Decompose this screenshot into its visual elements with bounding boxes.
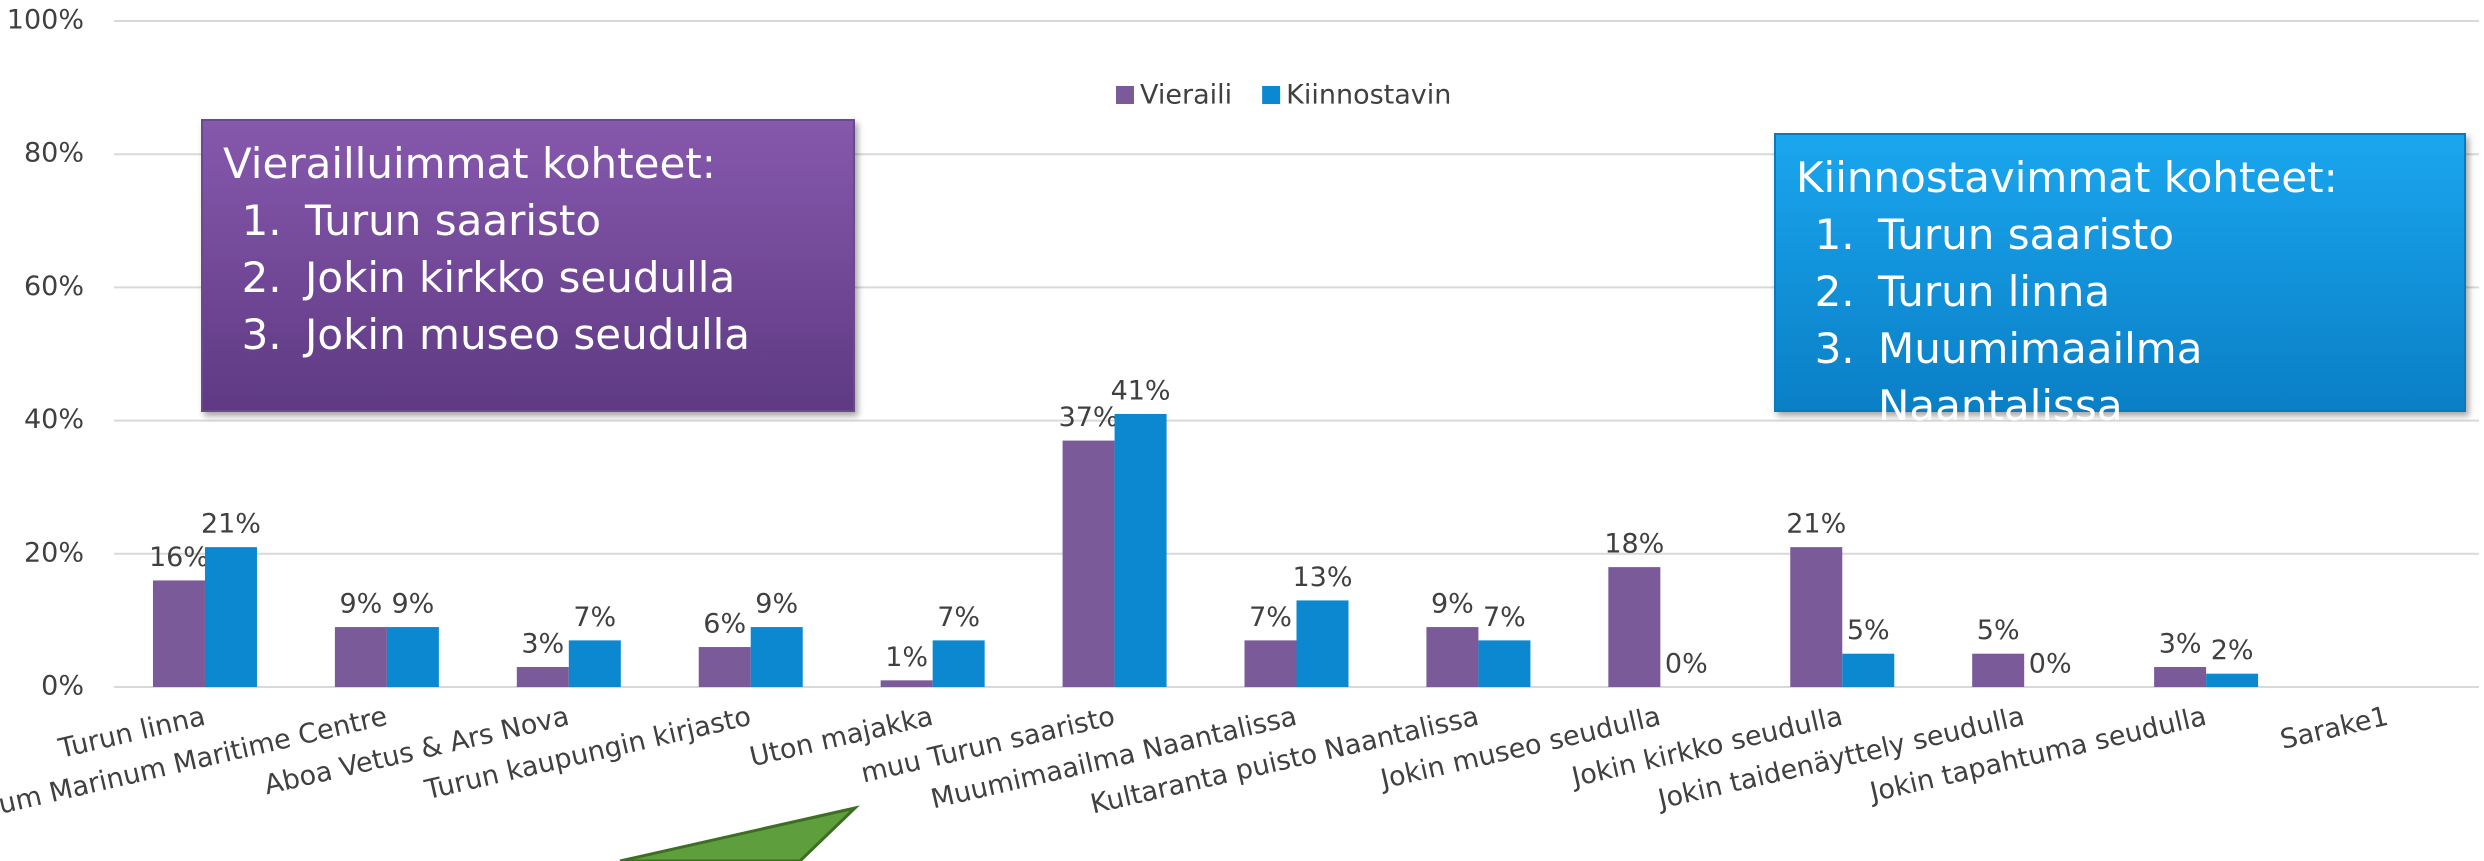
data-label: 21% [1786, 509, 1846, 540]
data-label: 3% [2159, 629, 2202, 660]
legend-label: Kiinnostavin [1286, 80, 1451, 111]
annotation-title: Kiinnostavimmat kohteet: [1796, 153, 2338, 202]
data-label: 1% [885, 642, 928, 673]
bar [386, 627, 439, 687]
data-label: 0% [1665, 649, 1708, 680]
bar [1478, 640, 1531, 687]
y-tick-label: 60% [24, 271, 84, 302]
data-label: 7% [573, 602, 616, 633]
data-label: 5% [1977, 615, 2020, 646]
data-label: 18% [1604, 529, 1664, 560]
bar [334, 627, 387, 687]
bar [1244, 640, 1297, 687]
bar [568, 640, 621, 687]
bar [2206, 673, 2259, 687]
data-label: 6% [703, 609, 746, 640]
data-label: 7% [937, 602, 980, 633]
data-label: 9% [1431, 589, 1474, 620]
annotation-item: Turun linna [1868, 263, 2444, 320]
data-label: 37% [1059, 402, 1119, 433]
annotation-item: Turun saaristo [1868, 206, 2444, 263]
bar [516, 667, 569, 687]
bar [698, 647, 751, 687]
bar [1790, 547, 1843, 687]
annotation-item: Turun saaristo [295, 192, 833, 249]
bar [1426, 627, 1479, 687]
annotation-list: Turun saaristo Jokin kirkko seudulla Jok… [223, 192, 833, 363]
data-label: 5% [1847, 615, 1890, 646]
bar [1296, 600, 1349, 687]
y-tick-label: 40% [24, 404, 84, 435]
annotation-title: Vierailluimmat kohteet: [223, 139, 716, 188]
bar [932, 640, 985, 687]
annotation-list: Turun saaristo Turun linna Muumimaailma … [1796, 206, 2444, 434]
bar [204, 547, 257, 687]
bar [1114, 413, 1167, 687]
bar [2154, 667, 2207, 687]
annotation-item: Muumimaailma Naantalissa [1868, 320, 2444, 434]
data-label: 7% [1483, 602, 1526, 633]
x-tick-label: Sarake1 [2277, 701, 2391, 756]
data-label: 16% [149, 542, 209, 573]
data-label: 9% [339, 589, 382, 620]
bar [1842, 653, 1895, 687]
data-label: 9% [755, 589, 798, 620]
bar [1972, 653, 2025, 687]
data-label: 2% [2211, 635, 2254, 666]
data-label: 41% [1111, 375, 1171, 406]
legend-swatch [1262, 86, 1281, 104]
data-label: 21% [201, 509, 261, 540]
y-tick-label: 80% [24, 138, 84, 169]
bar [152, 580, 205, 687]
legend-swatch [1116, 86, 1134, 104]
annotation-item: Jokin kirkko seudulla [295, 249, 833, 306]
annotation-item: Jokin museo seudulla [295, 306, 833, 363]
data-label: 7% [1249, 602, 1292, 633]
arrow [619, 805, 860, 861]
data-label: 9% [391, 589, 434, 620]
bar [750, 627, 803, 687]
y-tick-label: 0% [41, 671, 84, 702]
data-label: 13% [1292, 562, 1352, 593]
annotation-box: Kiinnostavimmat kohteet: Turun saaristo … [1774, 133, 2466, 430]
bar [1062, 440, 1115, 687]
data-label: 0% [2029, 649, 2072, 680]
bar [880, 680, 933, 687]
y-tick-label: 20% [24, 537, 84, 568]
bar [1608, 567, 1661, 687]
legend-label: Vieraili [1140, 80, 1232, 111]
annotation-box: Vierailluimmat kohteet: Turun saaristo J… [201, 119, 855, 412]
y-tick-label: 100% [7, 5, 84, 36]
data-label: 3% [521, 629, 564, 660]
